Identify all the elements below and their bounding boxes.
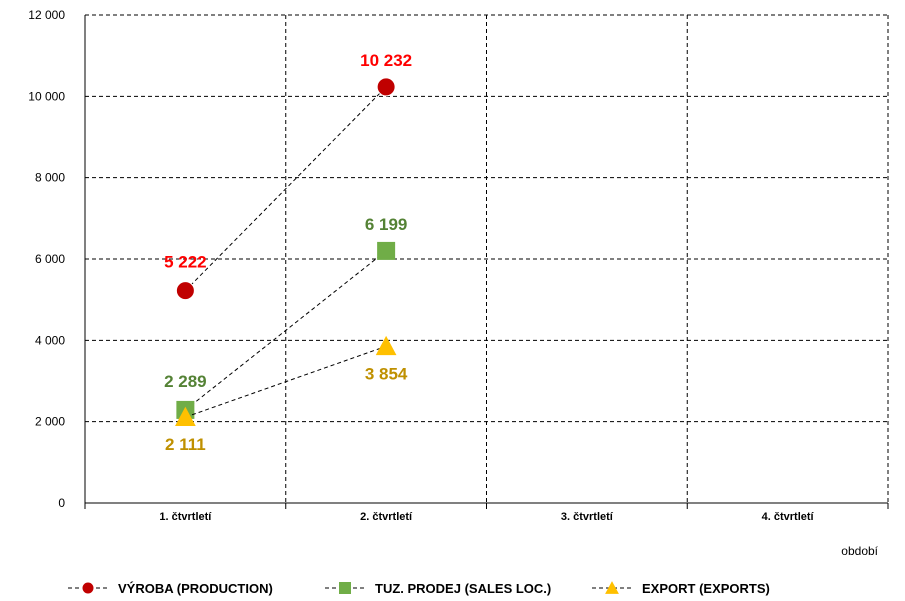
x-axis-title: období: [841, 544, 878, 558]
data-label: 2 289: [164, 372, 207, 391]
legend-label: VÝROBA (PRODUCTION): [118, 581, 273, 596]
y-tick-label: 4 000: [35, 333, 65, 347]
legend: VÝROBA (PRODUCTION) TUZ. PRODEJ (SALES LO…: [68, 581, 770, 596]
legend-item: VÝROBA (PRODUCTION): [68, 581, 273, 596]
grid: [85, 14, 889, 503]
data-label: 6 199: [365, 215, 408, 234]
series-line: [185, 86, 387, 291]
data-labels: 5 222 10 232 2 289 6 199 2 111 3 854: [164, 51, 412, 454]
data-label: 5 222: [164, 253, 207, 272]
data-point-circle: [376, 77, 396, 97]
data-point-circle: [175, 281, 195, 301]
legend-label: EXPORT (EXPORTS): [642, 581, 770, 596]
y-tick-label: 6 000: [35, 252, 65, 266]
y-tick-label: 0: [58, 496, 65, 510]
x-tick-label: 1. čtvrtletí: [159, 511, 212, 523]
y-tick-label: 2 000: [35, 415, 65, 429]
series: [175, 77, 397, 426]
y-tick-label: 12 000: [28, 8, 65, 22]
data-label: 2 111: [165, 435, 206, 454]
y-tick-label: 10 000: [28, 89, 65, 103]
data-point-triangle: [175, 406, 196, 426]
series-line: [185, 250, 387, 411]
data-point-triangle: [605, 581, 619, 594]
x-tick-label: 3. čtvrtletí: [561, 511, 614, 523]
series-line: [185, 345, 387, 418]
data-point-triangle: [375, 335, 397, 356]
data-point-square: [377, 241, 396, 260]
legend-item: TUZ. PRODEJ (SALES LOC.): [325, 581, 551, 596]
legend-label: TUZ. PRODEJ (SALES LOC.): [375, 581, 551, 596]
data-label: 10 232: [360, 51, 412, 70]
legend-item: EXPORT (EXPORTS): [592, 581, 770, 596]
data-point-square: [339, 582, 351, 594]
data-point-circle: [81, 581, 95, 595]
x-tick-label: 2. čtvrtletí: [360, 511, 413, 523]
data-label: 3 854: [365, 364, 408, 383]
x-tick-label: 4. čtvrtletí: [762, 511, 815, 523]
y-tick-label: 8 000: [35, 171, 65, 185]
axes: 0 2 000 4 000 6 000 8 000 10 000 12 000 1. čtvr…: [28, 8, 889, 523]
